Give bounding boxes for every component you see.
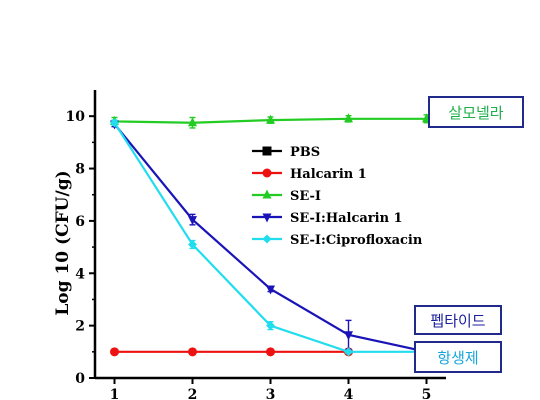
data-point (188, 216, 197, 226)
y-axis-label: Log 10 (CFU/g) (53, 170, 73, 315)
legend-label: SE-I (290, 189, 321, 204)
legend-label: Halcarin 1 (290, 167, 367, 182)
x-tick-label: 5 (422, 387, 432, 400)
y-tick-label: 0 (75, 371, 85, 387)
annotation-salmonella: 살모넬라 (428, 96, 524, 128)
data-point (344, 113, 353, 123)
legend-item: SE-I:Halcarin 1 (252, 211, 403, 226)
data-point (188, 117, 197, 127)
y-tick-label: 4 (75, 266, 85, 282)
x-tick-label: 3 (266, 387, 276, 400)
data-point (266, 347, 275, 357)
data-point (188, 347, 197, 357)
series-se-i (110, 113, 431, 129)
legend-item: PBS (252, 145, 320, 160)
series-halcarin-1 (110, 347, 353, 357)
x-tick-label: 1 (110, 387, 120, 400)
legend-item: SE-I (252, 189, 321, 204)
x-tick-label: 4 (344, 387, 354, 400)
data-point (344, 347, 353, 357)
data-point (266, 285, 275, 295)
y-tick-label: 6 (75, 214, 85, 230)
x-tick-label: 2 (188, 387, 198, 400)
data-point (188, 239, 197, 249)
legend-item: Halcarin 1 (252, 167, 367, 182)
data-point (110, 118, 119, 128)
data-point (266, 321, 275, 331)
legend-marker (262, 168, 272, 178)
legend-marker (262, 146, 272, 156)
annotation-antibiotic: 항생제 (414, 341, 502, 373)
legend-marker (262, 234, 272, 244)
annotation-peptide: 펩타이드 (414, 305, 502, 335)
legend-item: SE-I:Ciprofloxacin (252, 233, 423, 248)
y-tick-label: 10 (66, 109, 86, 125)
data-point (344, 331, 353, 341)
legend-label: SE-I:Halcarin 1 (290, 211, 403, 226)
y-tick-label: 2 (75, 319, 85, 335)
legend-marker (262, 213, 272, 223)
legend-label: PBS (290, 145, 320, 160)
y-tick-label: 8 (75, 162, 85, 178)
data-point (266, 114, 275, 124)
data-point (110, 347, 119, 357)
legend-label: SE-I:Ciprofloxacin (290, 233, 423, 248)
legend-marker (262, 189, 272, 199)
